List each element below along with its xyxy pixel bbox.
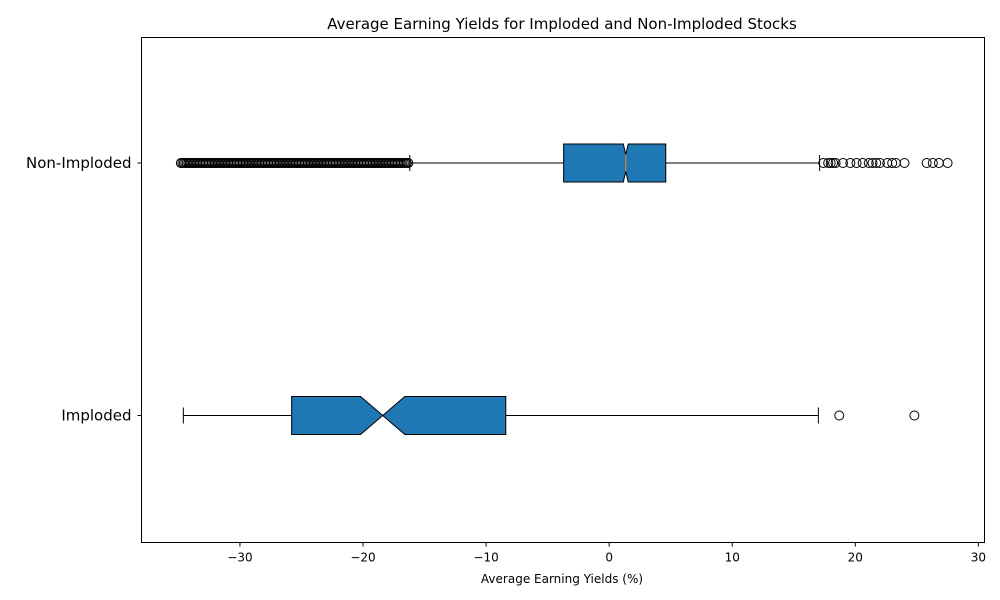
- outlier-point: [834, 410, 845, 421]
- x-tick-label: −20: [350, 551, 375, 565]
- y-tick-label: Imploded: [61, 407, 131, 425]
- x-tick-label: 0: [605, 551, 613, 565]
- outlier-point: [899, 158, 910, 168]
- x-axis-label: Average Earning Yields (%): [481, 572, 643, 586]
- outlier-point: [871, 158, 882, 168]
- outlier-point: [403, 158, 414, 168]
- outlier-point: [927, 158, 938, 168]
- outlier-point: [874, 158, 885, 168]
- x-tick-label: 30: [971, 551, 986, 565]
- x-tick-label: −10: [473, 551, 498, 565]
- x-axis: −30 −20 −10 0 10 20 30: [227, 542, 986, 565]
- outlier-point: [845, 158, 856, 168]
- outlier-point: [851, 158, 862, 168]
- outlier-point: [828, 158, 839, 168]
- plot-area: [141, 37, 985, 543]
- outlier-point: [825, 158, 836, 168]
- box-body: [291, 396, 507, 435]
- outlier-point: [823, 158, 834, 168]
- outlier-point: [857, 158, 868, 168]
- chart-title: Average Earning Yields for Imploded and …: [327, 15, 797, 33]
- outlier-point: [921, 158, 932, 168]
- outlier-point: [863, 158, 874, 168]
- outlier-point: [867, 158, 878, 168]
- box-non-imploded: Non-Imploded: [26, 143, 953, 183]
- outlier-point: [942, 158, 953, 168]
- x-tick-label: −30: [227, 551, 252, 565]
- outlier-point: [909, 410, 920, 421]
- outlier-point: [887, 158, 898, 168]
- boxes-layer: Imploded Non-Imploded: [26, 143, 953, 435]
- x-tick-label: 20: [848, 551, 863, 565]
- outlier-point: [933, 158, 944, 168]
- x-tick-label: 10: [725, 551, 740, 565]
- outlier-point: [830, 158, 841, 168]
- box-imploded: Imploded: [61, 396, 920, 435]
- y-tick-label: Non-Imploded: [26, 154, 132, 172]
- outlier-point: [818, 158, 829, 168]
- box-body: [563, 143, 667, 183]
- outlier-point: [837, 158, 848, 168]
